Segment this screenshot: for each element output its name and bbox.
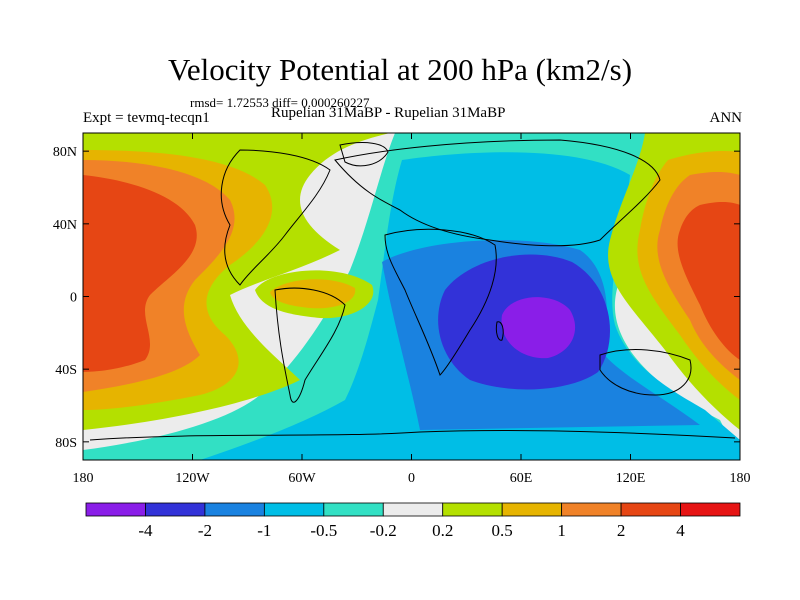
colorbar: -4 -2 -1 -0.5 -0.2 0.2 0.5 1 2 4 <box>85 502 741 540</box>
lat-tick-label: 0 <box>70 291 77 306</box>
experiment-label: Expt = tevmq-tecqn1 <box>83 110 210 126</box>
contour-p2-right <box>677 201 740 360</box>
colorbar-label: 2 <box>617 521 626 540</box>
colorbar-swatch <box>323 502 384 517</box>
rmsd-stats: rmsd= 1.72553 diff= 0.000260227 <box>190 95 370 110</box>
colorbar-swatch <box>680 502 741 517</box>
madagascar-outline <box>495 321 504 341</box>
greenland-outline <box>339 142 389 167</box>
colorbar-swatch <box>263 502 325 517</box>
eurasia-outline <box>334 139 661 247</box>
lon-tick-label: 120E <box>616 471 646 486</box>
colorbar-label: -2 <box>198 521 212 540</box>
colorbar-swatch <box>85 502 146 517</box>
colorbar-swatch <box>442 502 503 517</box>
lat-tick-label: 40N <box>53 218 77 233</box>
lat-tick-label: 40S <box>55 363 77 378</box>
lon-tick-label: 180 <box>73 471 94 486</box>
colorbar-label: -4 <box>138 521 153 540</box>
lat-tick-label: 80S <box>55 436 77 451</box>
contour-fill-layer <box>83 133 740 460</box>
colorbar-swatch <box>620 502 681 517</box>
australia-outline <box>599 349 692 396</box>
longitude-axis: 180 120W 60W 0 60E 120E 180 <box>73 133 751 486</box>
north-america-outline <box>220 149 331 286</box>
colorbar-label: 0.5 <box>492 521 513 540</box>
contour-p05-sa <box>270 279 356 309</box>
colorbar-swatch <box>501 502 563 517</box>
colorbar-label: -0.2 <box>370 521 397 540</box>
lat-tick-label: 80N <box>53 145 77 160</box>
colorbar-swatch <box>382 502 444 517</box>
colorbar-label: 0.2 <box>432 521 453 540</box>
lon-tick-label: 60W <box>288 471 316 486</box>
contour-m4 <box>501 297 576 359</box>
antarctica-outline <box>89 429 736 441</box>
season-label: ANN <box>709 110 743 126</box>
coastlines <box>89 139 736 441</box>
colorbar-swatch <box>145 502 206 517</box>
colorbar-swatch <box>561 502 622 517</box>
africa-outline <box>384 228 497 376</box>
colorbar-label: -1 <box>257 521 271 540</box>
contour-p2-left <box>83 175 197 372</box>
plot-title: Velocity Potential at 200 hPa (km2/s) <box>167 52 633 87</box>
lon-tick-label: 180 <box>730 471 751 486</box>
lon-tick-label: 120W <box>175 471 210 486</box>
comparison-label: Rupelian 31MaBP - Rupelian 31MaBP <box>271 105 506 121</box>
lon-tick-label: 60E <box>510 471 533 486</box>
latitude-axis: 80N 40N 0 40S 80S <box>53 145 740 451</box>
lon-tick-label: 0 <box>408 471 415 486</box>
colorbar-label: 4 <box>676 521 685 540</box>
colorbar-label: -0.5 <box>310 521 337 540</box>
colorbar-label: 1 <box>557 521 566 540</box>
south-america-outline <box>274 287 346 403</box>
colorbar-swatch <box>204 502 265 517</box>
